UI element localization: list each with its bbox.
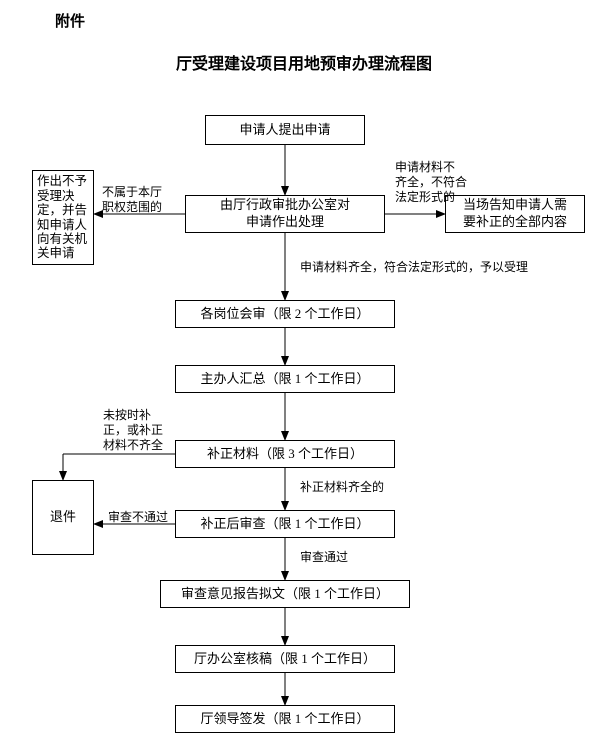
node-start: 申请人提出申请 (205, 115, 365, 145)
edge-label-to-supplement: 申请材料不 齐全，不符合 法定形式的 (395, 160, 467, 205)
page-title: 厅受理建设项目用地预审办理流程图 (120, 50, 488, 74)
flowchart-canvas: 附件 厅受理建设项目用地预审办理流程图 申请人提出申请 由厅行政审批办公室对 申… (0, 0, 608, 737)
edge-label-fail: 审查不通过 (108, 510, 168, 525)
node-opinion: 审查意见报告拟文（限 1 个工作日） (160, 580, 410, 608)
node-process: 由厅行政审批办公室对 申请作出处理 (185, 195, 385, 233)
node-sign: 厅领导签发（限 1 个工作日） (175, 705, 395, 733)
node-review: 各岗位会审（限 2 个工作日） (175, 300, 395, 328)
edge-label-not-corrected: 未按时补 正，或补正 材料不齐全 (103, 408, 163, 453)
edge-label-pass: 审查通过 (300, 550, 348, 565)
node-reject: 作出不予受理决定，并告知申请人向有关机关申请 (32, 170, 94, 265)
node-return: 退件 (32, 480, 94, 555)
node-correct: 补正材料（限 3 个工作日） (175, 440, 395, 468)
edge-label-accept: 申请材料齐全，符合法定形式的，予以受理 (300, 260, 528, 275)
edge-label-corrected: 补正材料齐全的 (300, 480, 384, 495)
node-draft: 厅办公室核稿（限 1 个工作日） (175, 645, 395, 673)
node-recheck: 补正后审查（限 1 个工作日） (175, 510, 395, 538)
node-summary: 主办人汇总（限 1 个工作日） (175, 365, 395, 393)
attachment-label: 附件 (55, 10, 85, 31)
edge-label-to-reject: 不属于本厅 职权范围的 (102, 185, 162, 215)
